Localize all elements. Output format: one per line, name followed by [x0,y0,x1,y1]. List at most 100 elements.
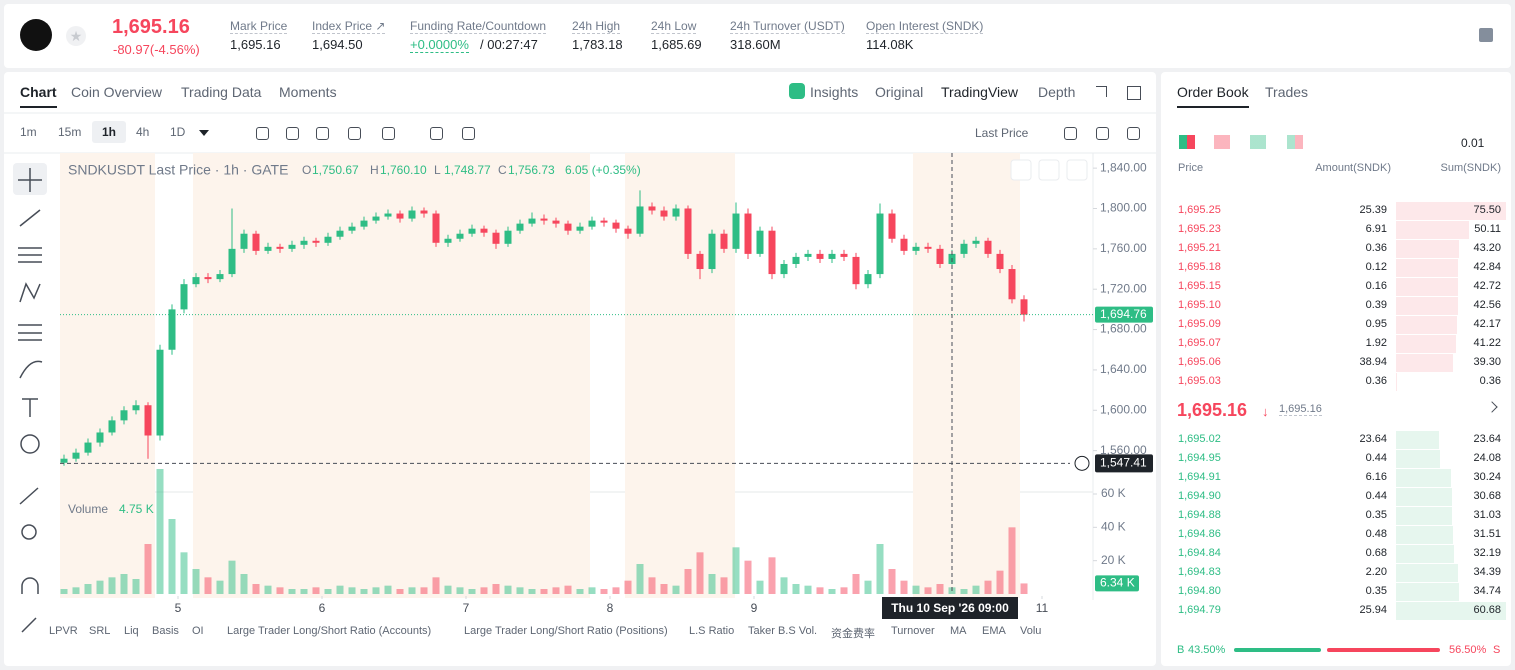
legend-symbol: SNDKUSDT Last Price · 1h · GATE [68,162,288,178]
indicator[interactable]: Liq [124,625,139,637]
favorite-button[interactable]: ★ [66,26,86,46]
brush-tool[interactable] [19,360,43,379]
ob-price[interactable]: 1,695.07 [1178,337,1221,349]
chart-tab[interactable]: Trading Data [181,84,262,100]
indicator[interactable]: Large Trader Long/Short Ratio (Positions… [464,625,668,637]
fib-tool[interactable] [18,247,42,263]
chart-tab[interactable]: Moments [279,84,337,100]
interval[interactable]: 4h [136,125,150,139]
undo-button[interactable] [430,127,443,140]
ob-price[interactable]: 1,695.03 [1178,375,1221,387]
zoom-tool[interactable] [21,524,37,540]
settings-button[interactable] [1127,127,1140,140]
price-source[interactable]: Last Price [975,126,1029,140]
ob-step[interactable]: 0.01 [1461,136,1485,150]
ob-price[interactable]: 1,694.95 [1178,452,1221,464]
stat-label: 24h Low [651,19,697,34]
indicator[interactable]: EMA [982,625,1006,637]
layout[interactable] [1127,86,1141,100]
indicator[interactable]: OI [192,625,204,637]
ob-layout[interactable] [1287,135,1303,149]
indicator[interactable]: Large Trader Long/Short Ratio (Accounts) [227,625,432,637]
indicators-button[interactable] [286,127,299,140]
interval[interactable]: 1m [20,125,37,139]
volume-bar [300,589,308,594]
volume-bar [612,587,620,594]
replay-button[interactable] [316,127,329,140]
ob-price[interactable]: 1,694.79 [1178,604,1221,616]
text-tool[interactable] [22,398,38,417]
candle-body [648,206,656,211]
volume-bar [216,580,224,594]
indicator[interactable]: Turnover [891,625,935,637]
forecast-tool[interactable] [18,324,42,341]
ob-price[interactable]: 1,694.91 [1178,471,1221,483]
ob-price[interactable]: 1,695.09 [1178,318,1221,330]
indicator[interactable]: 资金费率 [831,628,875,640]
volume-bar [288,589,296,594]
ob-price[interactable]: 1,694.84 [1178,547,1221,559]
view-tab[interactable]: TradingView [941,84,1019,100]
ob-price[interactable]: 1,694.83 [1178,566,1221,578]
ob-layout[interactable] [1250,135,1266,149]
add-alert[interactable] [1074,455,1090,471]
pattern-tool[interactable] [19,282,41,303]
interval-more[interactable] [199,130,209,141]
view-tab[interactable]: Insights [810,84,859,100]
maximize-button[interactable] [1066,159,1088,181]
ob-price[interactable]: 1,695.23 [1178,223,1221,235]
interval[interactable]: 1D [170,125,186,139]
ob-price[interactable]: 1,694.86 [1178,528,1221,540]
buy-label: B [1177,644,1185,656]
indicator[interactable]: SRL [89,625,111,637]
ob-price[interactable]: 1,694.80 [1178,585,1221,597]
ob-layout[interactable] [1214,135,1230,149]
ob-price[interactable]: 1,695.18 [1178,261,1221,273]
fullscreen[interactable] [1096,86,1107,97]
emoji-tool[interactable] [20,434,40,454]
search-button[interactable] [1064,127,1077,140]
indicator[interactable]: Taker B.S Vol. [748,625,818,637]
ob-price[interactable]: 1,695.02 [1178,433,1221,445]
volume-bar [84,584,92,594]
magnet-tool[interactable] [21,577,39,594]
chart-tab[interactable]: Coin Overview [71,84,163,100]
candle-body [720,233,728,249]
interval[interactable]: 15m [58,125,82,139]
collapse-button[interactable] [1038,159,1060,181]
menu-icon[interactable] [1479,28,1493,42]
pen-tool[interactable] [21,617,37,633]
view-tab[interactable]: Original [875,84,924,100]
redo-button[interactable] [462,127,475,140]
scroll-down-button[interactable] [1010,159,1032,181]
ob-layout[interactable] [1179,135,1195,149]
ob-price[interactable]: 1,695.25 [1178,204,1221,216]
ob-price[interactable]: 1,694.88 [1178,509,1221,521]
buy-bar [1234,648,1321,652]
volume-bar [360,589,368,594]
chart-type-button[interactable] [256,127,269,140]
ob-price[interactable]: 1,695.15 [1178,280,1221,292]
alerts-button[interactable] [382,127,395,140]
volume-bar [456,587,464,594]
indicator[interactable]: LPVR [49,625,78,637]
indicator[interactable]: Basis [152,625,179,637]
ob-tab[interactable]: Order Book [1177,84,1249,108]
screenshot-button[interactable] [1096,127,1109,140]
ob-price[interactable]: 1,695.10 [1178,299,1221,311]
ob-price[interactable]: 1,695.06 [1178,356,1221,368]
ob-price[interactable]: 1,695.21 [1178,242,1221,254]
line-tool[interactable] [19,209,41,227]
insights-icon[interactable] [789,83,805,99]
chart-tab[interactable]: Chart [20,84,57,108]
interval[interactable]: 1h [92,121,127,143]
indicator[interactable]: MA [950,625,967,637]
indicator[interactable]: L.S Ratio [689,625,735,637]
templates-button[interactable] [348,127,361,140]
ob-price[interactable]: 1,694.90 [1178,490,1221,502]
view-tab[interactable]: Depth [1038,84,1076,100]
ob-tab[interactable]: Trades [1265,84,1309,100]
indicator[interactable]: Volu [1020,625,1042,637]
crosshair-tool[interactable] [18,168,42,192]
measure-tool[interactable] [19,487,39,505]
